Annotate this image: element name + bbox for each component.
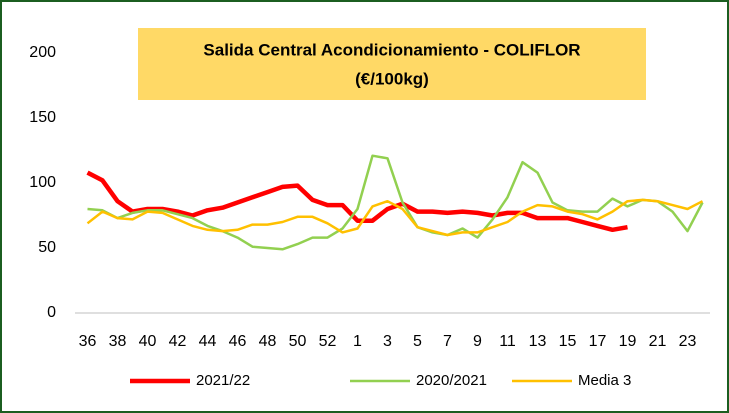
y-tick-label: 100 <box>29 174 56 191</box>
legend-label: 2020/2021 <box>416 372 487 389</box>
x-tick-label: 11 <box>499 333 516 350</box>
y-tick-label: 200 <box>29 44 56 61</box>
y-tick-label: 0 <box>47 304 56 321</box>
legend-label: 2021/22 <box>196 372 250 389</box>
x-tick-label: 36 <box>79 333 97 350</box>
y-tick-label: 150 <box>29 109 56 126</box>
x-tick-label: 44 <box>199 333 217 350</box>
chart-title: Salida Central Acondicionamiento - COLIF… <box>203 40 580 59</box>
x-tick-label: 21 <box>649 333 667 350</box>
series-line <box>86 170 628 233</box>
x-tick-label: 50 <box>289 333 307 350</box>
chart-subtitle: (€/100kg) <box>355 69 429 88</box>
y-tick-label: 50 <box>38 239 56 256</box>
series-line <box>86 198 704 237</box>
title-box <box>138 28 646 100</box>
x-tick-label: 15 <box>559 333 577 350</box>
x-tick-label: 19 <box>619 333 637 350</box>
x-tick-label: 13 <box>529 333 547 350</box>
x-tick-label: 1 <box>353 333 362 350</box>
x-tick-label: 52 <box>319 333 337 350</box>
x-tick-label: 17 <box>589 333 607 350</box>
x-tick-label: 46 <box>229 333 247 350</box>
x-tick-label: 3 <box>383 333 392 350</box>
x-tick-label: 7 <box>443 333 452 350</box>
x-tick-label: 9 <box>473 333 482 350</box>
x-tick-label: 42 <box>169 333 187 350</box>
x-tick-label: 38 <box>109 333 127 350</box>
legend-label: Media 3 <box>578 372 631 389</box>
x-tick-label: 5 <box>413 333 422 350</box>
x-tick-label: 48 <box>259 333 277 350</box>
series-line <box>87 154 704 251</box>
x-tick-label: 23 <box>679 333 697 350</box>
x-tick-label: 40 <box>139 333 157 350</box>
